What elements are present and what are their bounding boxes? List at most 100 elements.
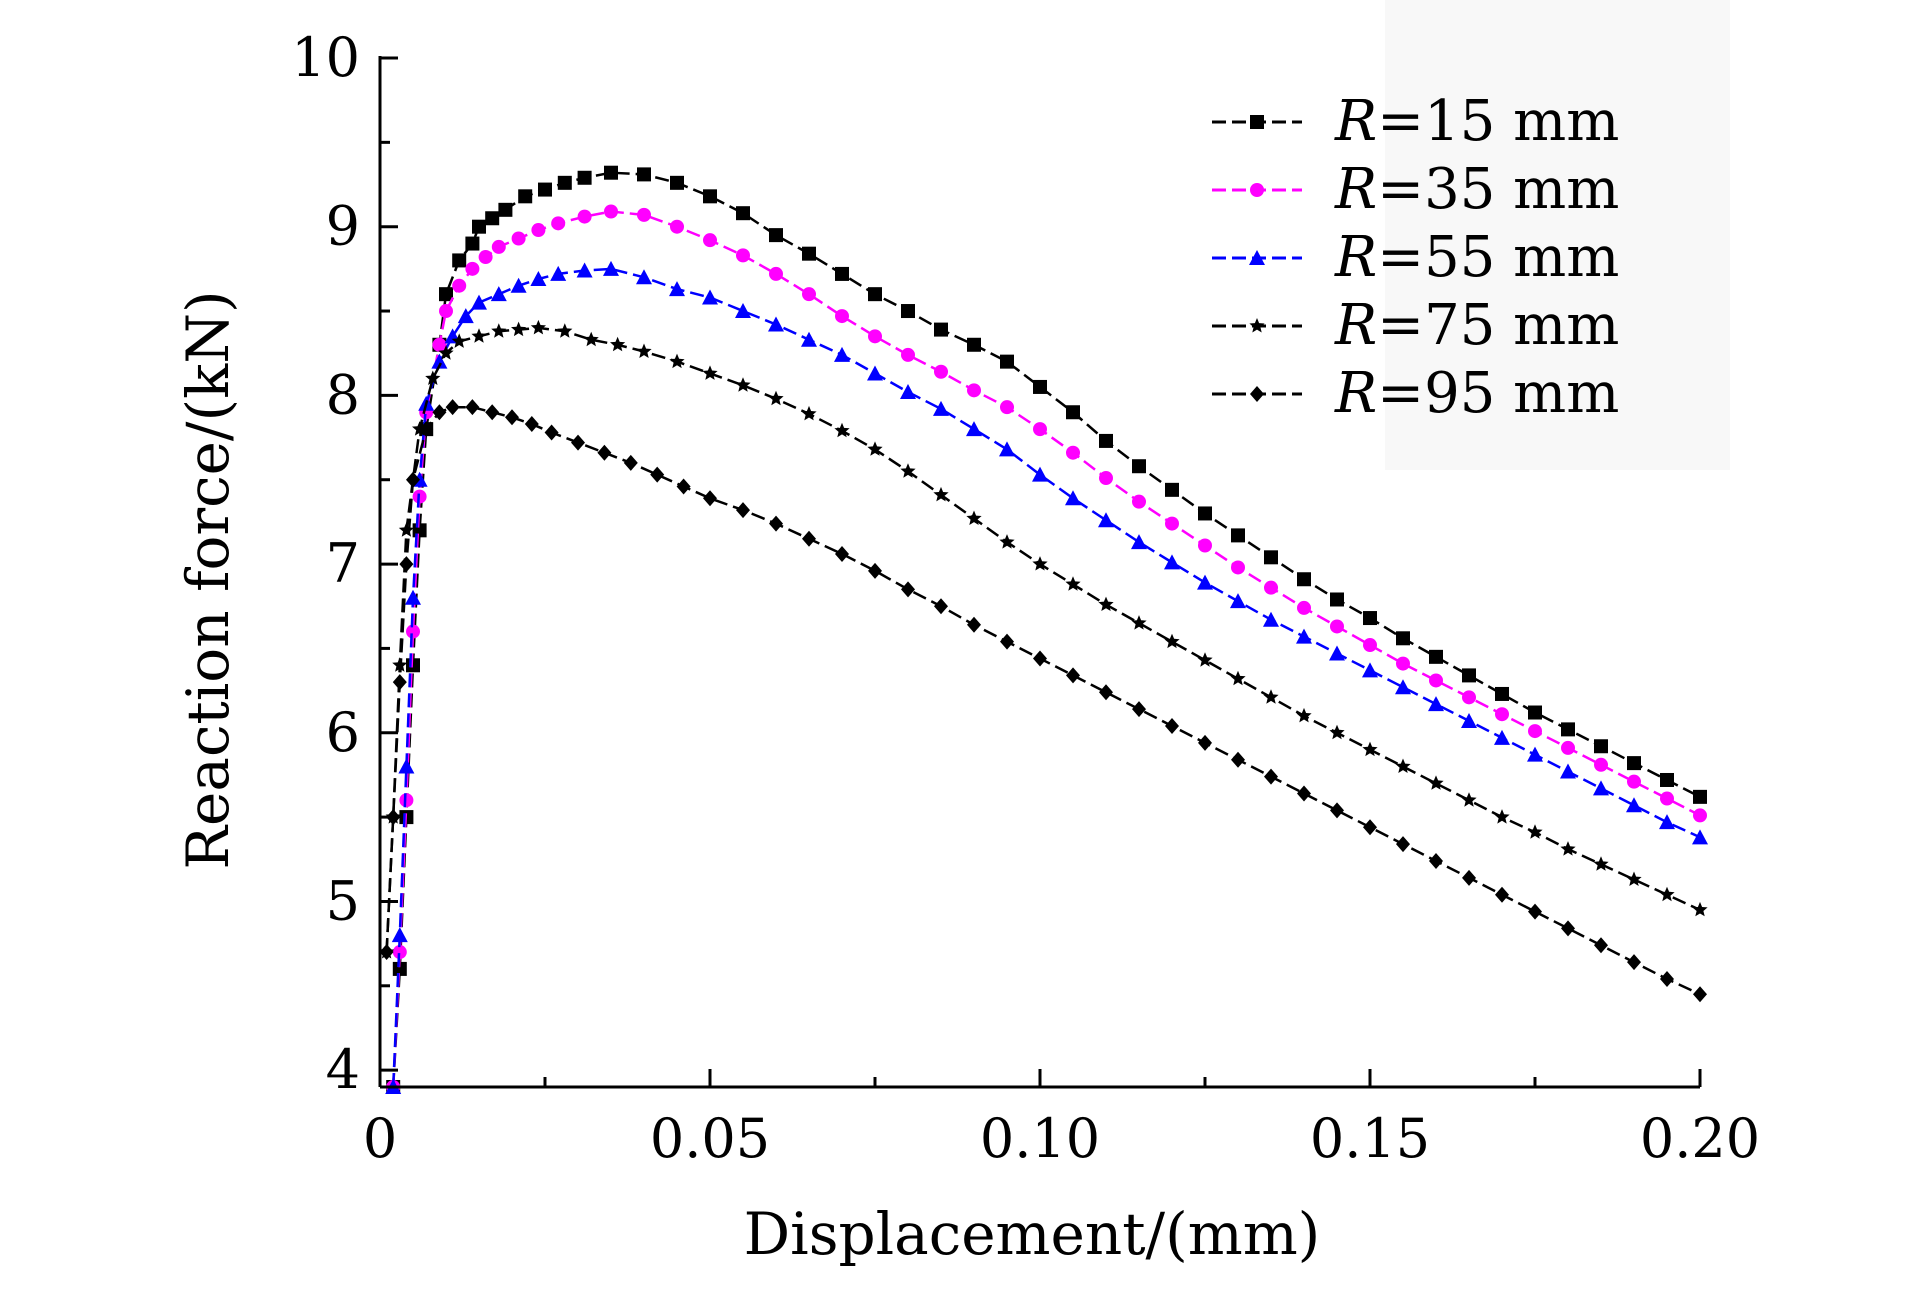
data-point <box>1560 763 1576 779</box>
data-point <box>1330 802 1344 819</box>
data-point <box>900 463 916 478</box>
data-point <box>1593 856 1609 871</box>
data-point <box>472 219 486 234</box>
data-point <box>1494 729 1510 745</box>
data-point <box>1263 689 1279 704</box>
data-point <box>452 253 467 268</box>
data-point <box>406 624 420 639</box>
data-point <box>498 202 513 217</box>
data-point <box>1033 422 1047 437</box>
legend-label: R=15 mm <box>1334 89 1619 154</box>
data-point <box>406 471 420 488</box>
data-point <box>901 581 915 598</box>
legend-item: R=55 mm <box>1212 225 1619 290</box>
data-point <box>465 399 480 416</box>
data-point <box>439 287 453 302</box>
y-tick-label: 9 <box>326 195 360 258</box>
data-point <box>1197 652 1213 667</box>
data-point <box>703 189 717 204</box>
legend-item: R=35 mm <box>1212 157 1619 222</box>
legend-label-suffix: =75 mm <box>1377 293 1619 358</box>
axes: 0 0.05 0.10 0.15 0.20 4 5 6 7 8 9 10 <box>291 26 1760 1170</box>
data-point <box>1494 809 1510 824</box>
data-point <box>1428 775 1444 790</box>
data-point <box>1132 494 1146 509</box>
data-point <box>768 390 784 406</box>
data-point <box>379 944 394 961</box>
data-point <box>412 523 427 538</box>
data-point <box>490 286 507 302</box>
data-point <box>967 337 981 352</box>
x-axis-title: Displacement/(mm) <box>744 1200 1321 1268</box>
data-point <box>1329 645 1345 661</box>
data-point <box>650 466 665 483</box>
data-point <box>1230 593 1246 609</box>
data-point <box>510 277 527 293</box>
data-point <box>1527 824 1543 839</box>
data-point <box>736 206 750 221</box>
data-point <box>1065 490 1081 506</box>
data-point <box>471 328 487 343</box>
x-tick-label: 0.15 <box>1310 1107 1430 1170</box>
data-point <box>1363 819 1377 836</box>
data-point <box>802 287 816 302</box>
data-point <box>1230 670 1246 686</box>
data-point <box>551 216 566 231</box>
data-point <box>1561 722 1575 737</box>
data-point <box>1330 592 1344 607</box>
data-point <box>669 353 685 369</box>
data-point <box>1659 814 1675 830</box>
series-line <box>385 326 1701 953</box>
data-point <box>702 365 718 380</box>
data-point <box>505 409 519 426</box>
y-tick-label: 7 <box>326 532 360 595</box>
data-point <box>597 444 612 461</box>
legend-marker <box>1249 250 1265 265</box>
data-point <box>1033 379 1047 394</box>
data-point <box>1000 354 1014 369</box>
data-point <box>399 556 414 573</box>
data-point <box>901 347 915 362</box>
data-point <box>604 204 618 219</box>
legend-label-prefix: R <box>1334 361 1377 426</box>
data-point <box>1032 556 1048 571</box>
data-point <box>636 269 652 285</box>
data-point <box>1561 920 1575 937</box>
data-point <box>934 322 948 337</box>
data-point <box>452 278 467 293</box>
data-point <box>1527 746 1543 762</box>
data-point <box>835 545 849 562</box>
data-point <box>432 404 447 421</box>
data-point <box>966 510 982 525</box>
data-point <box>1099 433 1113 448</box>
data-point <box>386 809 401 826</box>
data-point <box>1098 596 1114 611</box>
data-point <box>1495 707 1509 722</box>
legend-label: R=95 mm <box>1334 361 1619 426</box>
legend-label-suffix: =55 mm <box>1377 225 1619 290</box>
data-point <box>557 175 572 190</box>
data-point <box>550 265 567 281</box>
data-point <box>1626 797 1642 813</box>
x-tick-label: 0.05 <box>650 1107 770 1170</box>
legend-background <box>1385 0 1730 470</box>
data-point <box>1528 903 1542 920</box>
data-point <box>967 616 981 633</box>
data-point <box>1528 705 1542 720</box>
data-point <box>933 400 949 416</box>
data-point <box>636 343 652 358</box>
data-point <box>392 945 407 960</box>
data-point <box>1098 512 1114 528</box>
data-point <box>538 182 552 197</box>
data-point <box>1264 550 1278 565</box>
data-point <box>583 331 599 347</box>
data-point <box>934 364 948 379</box>
legend-label-suffix: =15 mm <box>1377 89 1619 154</box>
data-point <box>518 189 533 204</box>
data-point <box>1693 986 1707 1003</box>
legend-item: R=15 mm <box>1212 89 1619 154</box>
data-point <box>1099 471 1113 486</box>
legend-marker <box>1249 318 1265 333</box>
data-point <box>1594 757 1608 772</box>
